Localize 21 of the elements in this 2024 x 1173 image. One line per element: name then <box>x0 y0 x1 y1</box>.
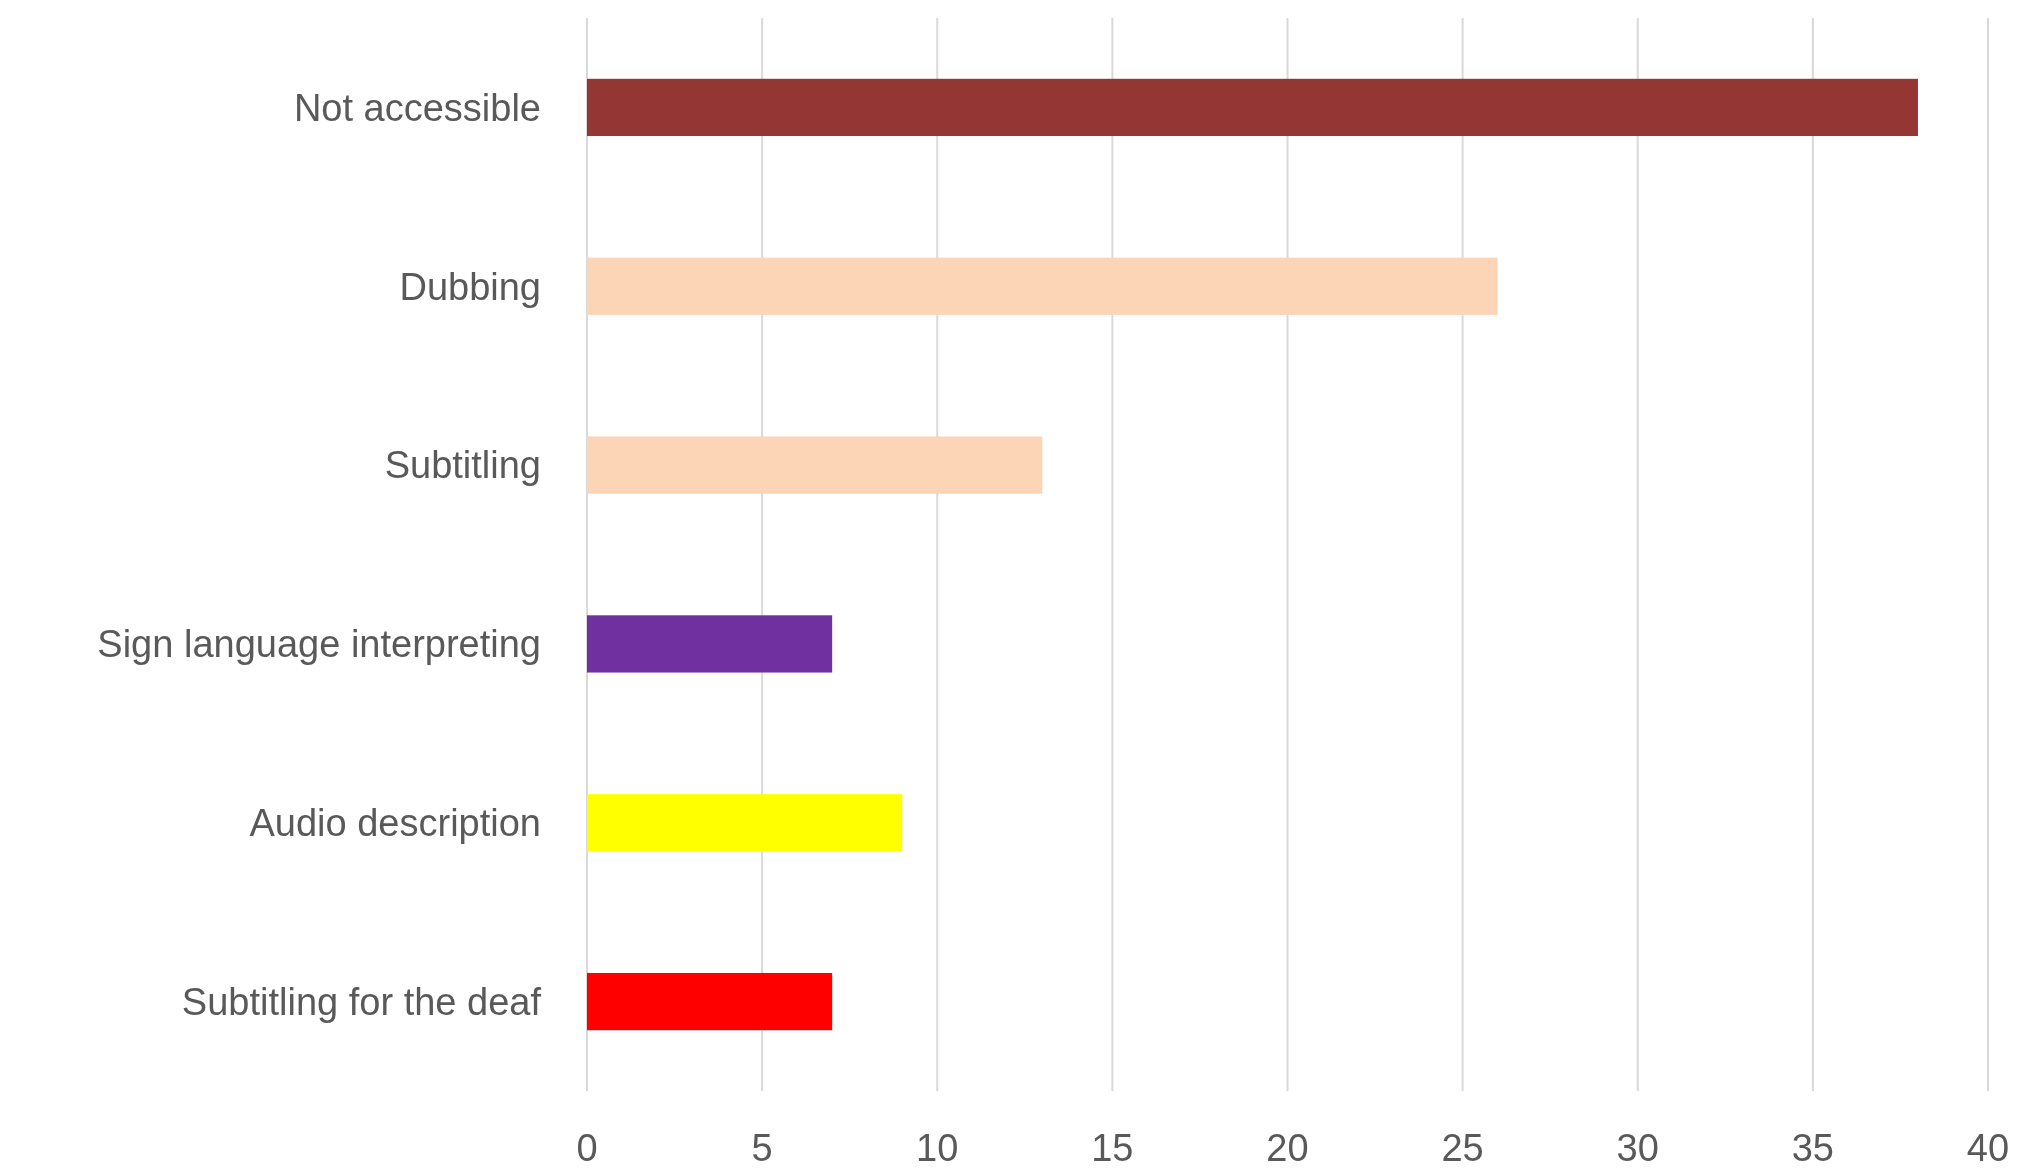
bar <box>587 257 1498 315</box>
y-tick-label: Sign language interpreting <box>97 623 541 666</box>
y-tick-label: Subtitling for the deaf <box>181 980 542 1023</box>
y-tick-label: Dubbing <box>399 265 541 308</box>
x-tick-label: 0 <box>576 1127 598 1169</box>
x-tick-label: 5 <box>751 1127 773 1169</box>
x-tick-label: 25 <box>1441 1127 1484 1169</box>
x-tick-label: 40 <box>1966 1127 2010 1169</box>
y-tick-label: Audio description <box>249 802 541 845</box>
bar <box>587 794 903 852</box>
bar <box>587 78 1918 137</box>
bar <box>587 615 833 673</box>
y-tick-label: Not accessible <box>293 86 541 129</box>
x-tick-label: 20 <box>1266 1127 1309 1169</box>
x-tick-label: 15 <box>1091 1127 1134 1169</box>
bar <box>587 436 1043 494</box>
x-tick-label: 30 <box>1616 1127 1659 1169</box>
y-tick-label: Subtitling <box>384 444 541 487</box>
x-tick-label: 35 <box>1791 1127 1835 1169</box>
x-tick-label: 10 <box>916 1127 959 1169</box>
bar <box>587 972 833 1031</box>
